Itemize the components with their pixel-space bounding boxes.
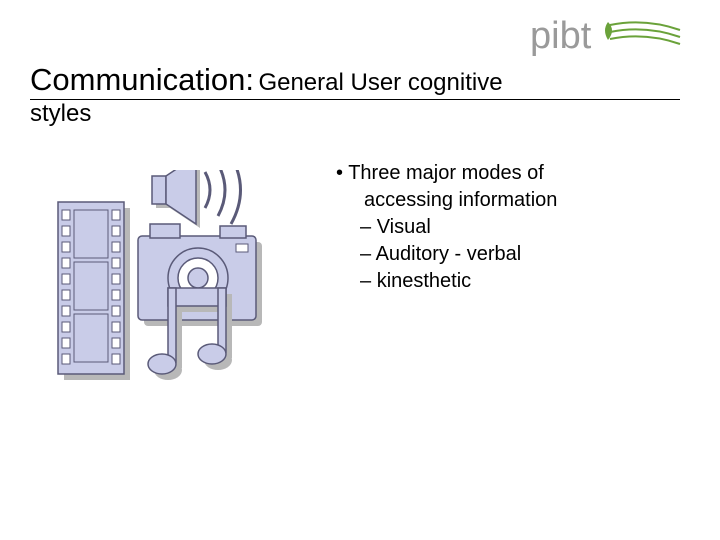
logo-text: pibt <box>530 15 592 57</box>
bullet-sub-3: kinesthetic <box>330 268 690 295</box>
slide-title: Communication: General User cognitive st… <box>30 62 690 128</box>
bullet-main-line1: Three major modes of <box>330 160 690 187</box>
logo-accent <box>605 22 680 44</box>
speaker-icon <box>152 170 241 228</box>
title-main: Communication: <box>30 62 254 97</box>
slide-content: Three major modes of accessing informati… <box>330 160 690 295</box>
multimedia-illustration <box>50 170 300 390</box>
bullet-sub-2: Auditory - verbal <box>330 241 690 268</box>
title-sub1: General User cognitive <box>258 69 502 96</box>
bullet-sub-1: Visual <box>330 214 690 241</box>
logo: pibt <box>530 10 690 60</box>
filmstrip-icon <box>58 202 130 380</box>
title-underline <box>30 99 680 100</box>
title-sub2: styles <box>30 100 690 128</box>
bullet-main-line2: accessing information <box>330 187 690 214</box>
